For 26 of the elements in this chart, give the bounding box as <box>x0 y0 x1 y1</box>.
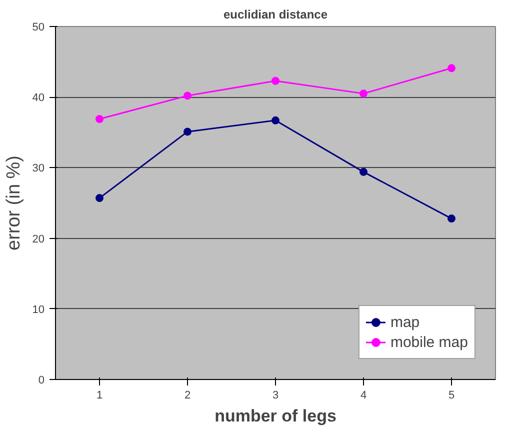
y-tick-label: 30 <box>32 162 45 175</box>
legend-label: mobile map <box>390 334 468 350</box>
chart-title: euclidian distance <box>223 8 328 22</box>
point <box>448 214 456 223</box>
y-tick-label: 10 <box>32 304 45 316</box>
point <box>184 128 192 136</box>
legend-label: map <box>390 314 420 330</box>
y-axis-title: error (in %) <box>3 155 24 251</box>
y-tick-label: 0 <box>38 374 45 386</box>
x-tick-label: 4 <box>360 390 367 402</box>
point <box>448 64 456 72</box>
point <box>184 92 192 100</box>
point <box>96 194 104 202</box>
x-tick-label: 1 <box>96 390 103 402</box>
point <box>360 168 368 176</box>
x-tick-label: 3 <box>272 390 279 402</box>
x-tick-label: 5 <box>448 390 455 402</box>
x-tick-label: 2 <box>184 390 191 402</box>
y-tick-label: 40 <box>32 92 45 104</box>
y-tick-label: 50 <box>32 22 45 34</box>
point <box>96 114 104 123</box>
point <box>272 76 280 85</box>
y-tick-label: 20 <box>32 233 45 246</box>
x-axis-title: number of legs <box>214 406 336 426</box>
point <box>272 116 280 124</box>
point <box>360 90 368 98</box>
